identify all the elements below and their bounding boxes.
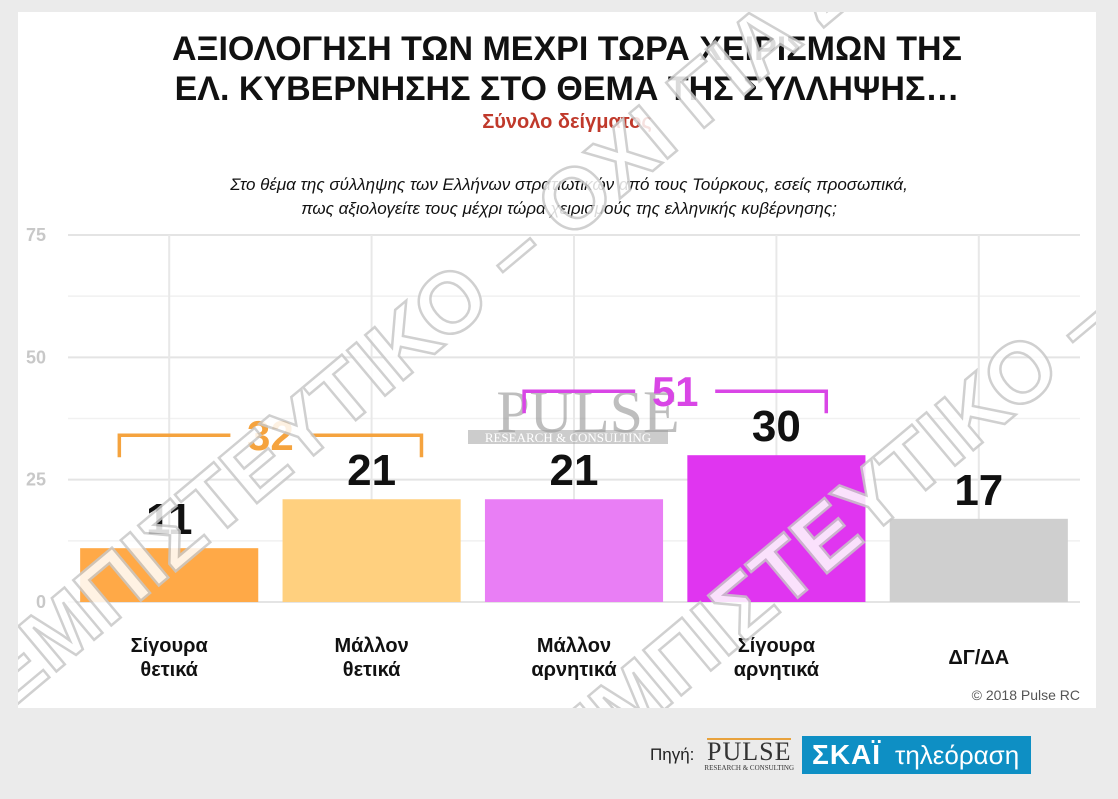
group-total-label: 51 [652,368,699,415]
question-line-1: Στο θέμα της σύλληψης των Ελλήνων στρατι… [229,175,908,194]
y-tick-label: 0 [36,592,46,612]
bar [282,499,461,602]
y-tick-label: 75 [26,225,46,245]
bar [484,499,664,602]
pulse-logo-sub: RESEARCH & CONSULTING [485,430,651,445]
copyright: © 2018 Pulse RC [972,687,1080,703]
bar [687,455,866,602]
group-bracket-left [522,389,636,414]
category-label: Μάλλον [334,635,408,657]
category-label: Σίγουρα [131,635,209,657]
category-label: αρνητικά [734,659,820,681]
category-label: Σίγουρα [738,635,816,657]
skai-logo: ΣΚΑΪ τηλεόραση [802,736,1032,774]
pulse-footer-logo: PULSE RESEARCH & CONSULTING [704,738,794,772]
pulse-watermark-logo: PULSE RESEARCH & CONSULTING [468,379,680,445]
pulse-footer-logo-text: PULSE [706,737,792,766]
category-label: θετικά [343,659,401,681]
source-label: Πηγή: [650,745,695,764]
bar-value-label: 17 [954,466,1003,515]
category-label: ΔΓ/ΔΑ [948,647,1009,669]
skai-tv-label: τηλεόραση [895,739,1020,770]
bar-value-label: 21 [550,446,599,495]
category-label: Μάλλον [537,635,611,657]
chart-title-line-2: ΕΛ. ΚΥΒΕΡΝΗΣΗΣ ΣΤΟ ΘΕΜΑ ΤΗΣ ΣΥΛΛΗΨΗΣ… [175,70,960,108]
grid: 0 25 50 75 [26,225,1080,612]
category-label: αρνητικά [531,659,617,681]
category-label: θετικά [140,659,198,681]
group-brackets: 32 51 [117,368,829,459]
group-total-label: 32 [247,412,294,459]
skai-name: ΣΚΑΪ [812,739,882,770]
chart-subtitle: Σύνολο δείγματος [482,111,651,133]
group-bracket-right [310,433,424,458]
title-block: ΑΞΙΟΛΟΓΗΣΗ ΤΩΝ ΜΕΧΡΙ ΤΩΡΑ ΧΕΙΡΙΣΜΩΝ ΤΗΣ … [172,30,962,218]
bar-value-label: 30 [752,402,801,451]
bar [889,518,1068,602]
bar-value-label: 11 [146,495,193,544]
footer-source: Πηγή: PULSE RESEARCH & CONSULTING ΣΚΑΪ τ… [650,735,1032,775]
chart: 0 25 50 75 PULSE RESEARCH & CONSULTING 11 Σί… [18,12,1096,708]
group-bracket-right [715,389,829,414]
bars: 11Σίγουραθετικά21Μάλλονθετικά21Μάλλοναρν… [80,402,1068,681]
y-tick-label: 25 [26,470,46,490]
chart-title-line-1: ΑΞΙΟΛΟΓΗΣΗ ΤΩΝ ΜΕΧΡΙ ΤΩΡΑ ΧΕΙΡΙΣΜΩΝ ΤΗΣ [172,30,962,68]
bar [80,548,259,602]
y-tick-label: 50 [26,347,46,367]
bar-value-label: 21 [347,446,396,495]
pulse-logo-band [468,430,668,444]
question-line-2: πως αξιολογείτε τους μέχρι τώρα χειρισμο… [301,199,837,218]
group-bracket-left [117,433,231,458]
pulse-footer-logo-sub: RESEARCH & CONSULTING [704,764,795,772]
chart-card: 0 25 50 75 PULSE RESEARCH & CONSULTING 11 Σί… [18,12,1096,708]
